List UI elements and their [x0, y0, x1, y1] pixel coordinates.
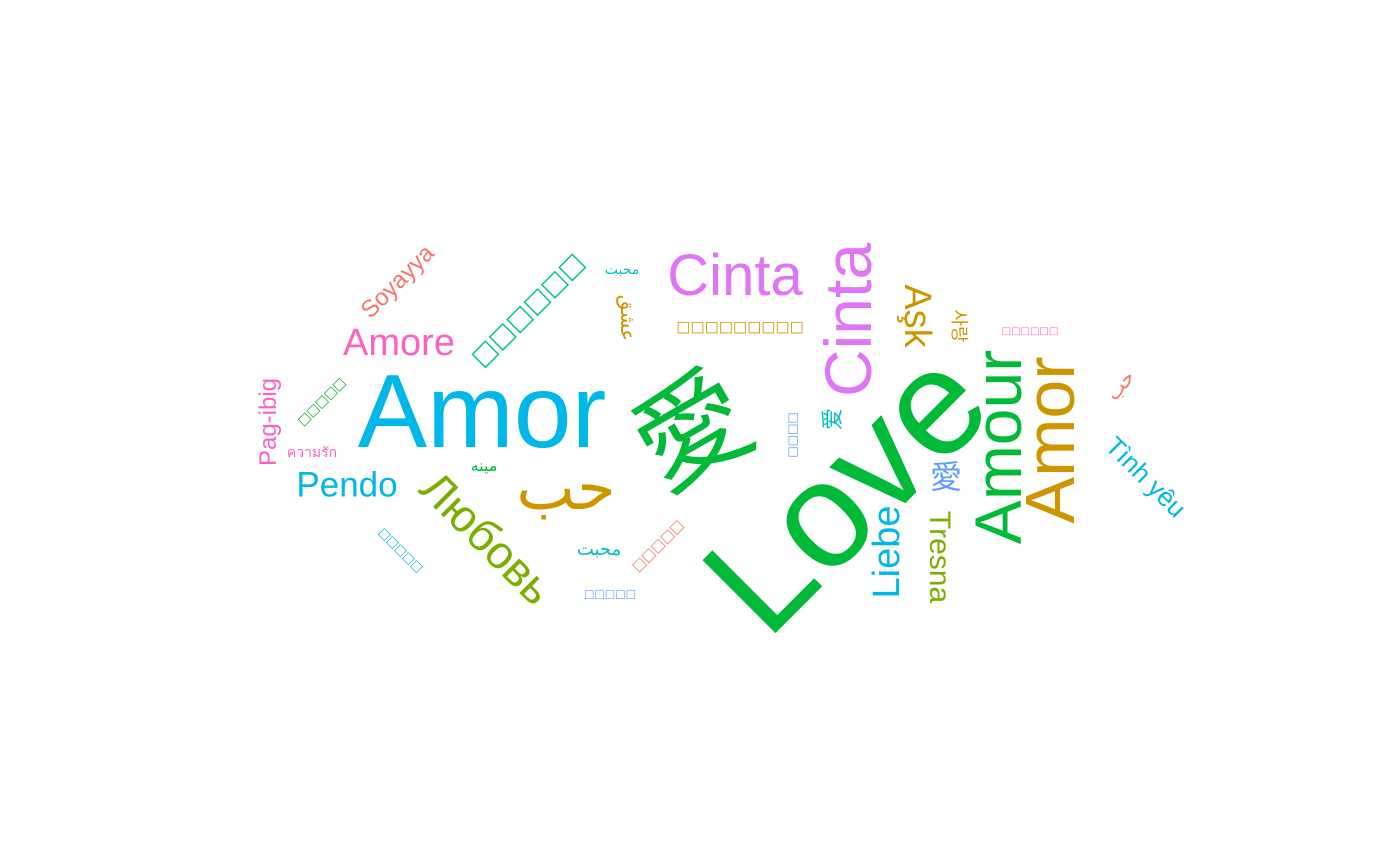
- word-tresna: Tresna: [923, 510, 956, 604]
- word-placeholder-blue-horizontal: □□□□□: [584, 587, 636, 601]
- word-placeholder-sky: □□□□□: [376, 525, 426, 575]
- word-soyayya: Soyayya: [355, 239, 440, 324]
- word-ai-small-green: 爱: [821, 407, 846, 431]
- word-khwam-rak: ความรัก: [286, 445, 338, 461]
- word-mohabbat-top: محبت: [604, 262, 640, 278]
- word-ask: Aşk: [896, 284, 938, 348]
- word-placeholder-gold: □□□□□□□□□: [676, 317, 804, 336]
- word-hubb-large: حب: [516, 451, 616, 524]
- word-liebe: Liebe: [866, 505, 908, 599]
- word-cinta-horizontal: Cinta: [667, 243, 803, 308]
- word-amor-gold: Amor: [1011, 356, 1089, 524]
- word-amor-blue: Amor: [357, 354, 607, 470]
- word-mohabbat-bottom: محبت: [576, 539, 622, 560]
- word-hubb-small: حب: [1100, 365, 1140, 405]
- word-ai-small-blue: 愛: [929, 458, 963, 496]
- word-placeholder-teal: □□□□□□: [465, 247, 591, 373]
- word-pendo: Pendo: [296, 465, 398, 505]
- word-placeholder-blue-vertical: □□□□: [787, 412, 801, 458]
- word-amore: Amore: [343, 322, 455, 364]
- word-mina: مينه: [470, 456, 498, 475]
- word-eshgh: عشق: [616, 294, 640, 342]
- word-pag-ibig: Pag-ibig: [255, 377, 282, 467]
- word-tinh-yeu: Tình yêu: [1099, 430, 1193, 524]
- word-placeholder-pink: □□□□□□: [1001, 326, 1059, 337]
- word-placeholder-green: □□□□□: [294, 374, 350, 430]
- word-sarang: 사랑: [948, 309, 969, 343]
- word-cinta-vertical: Cinta: [811, 242, 885, 398]
